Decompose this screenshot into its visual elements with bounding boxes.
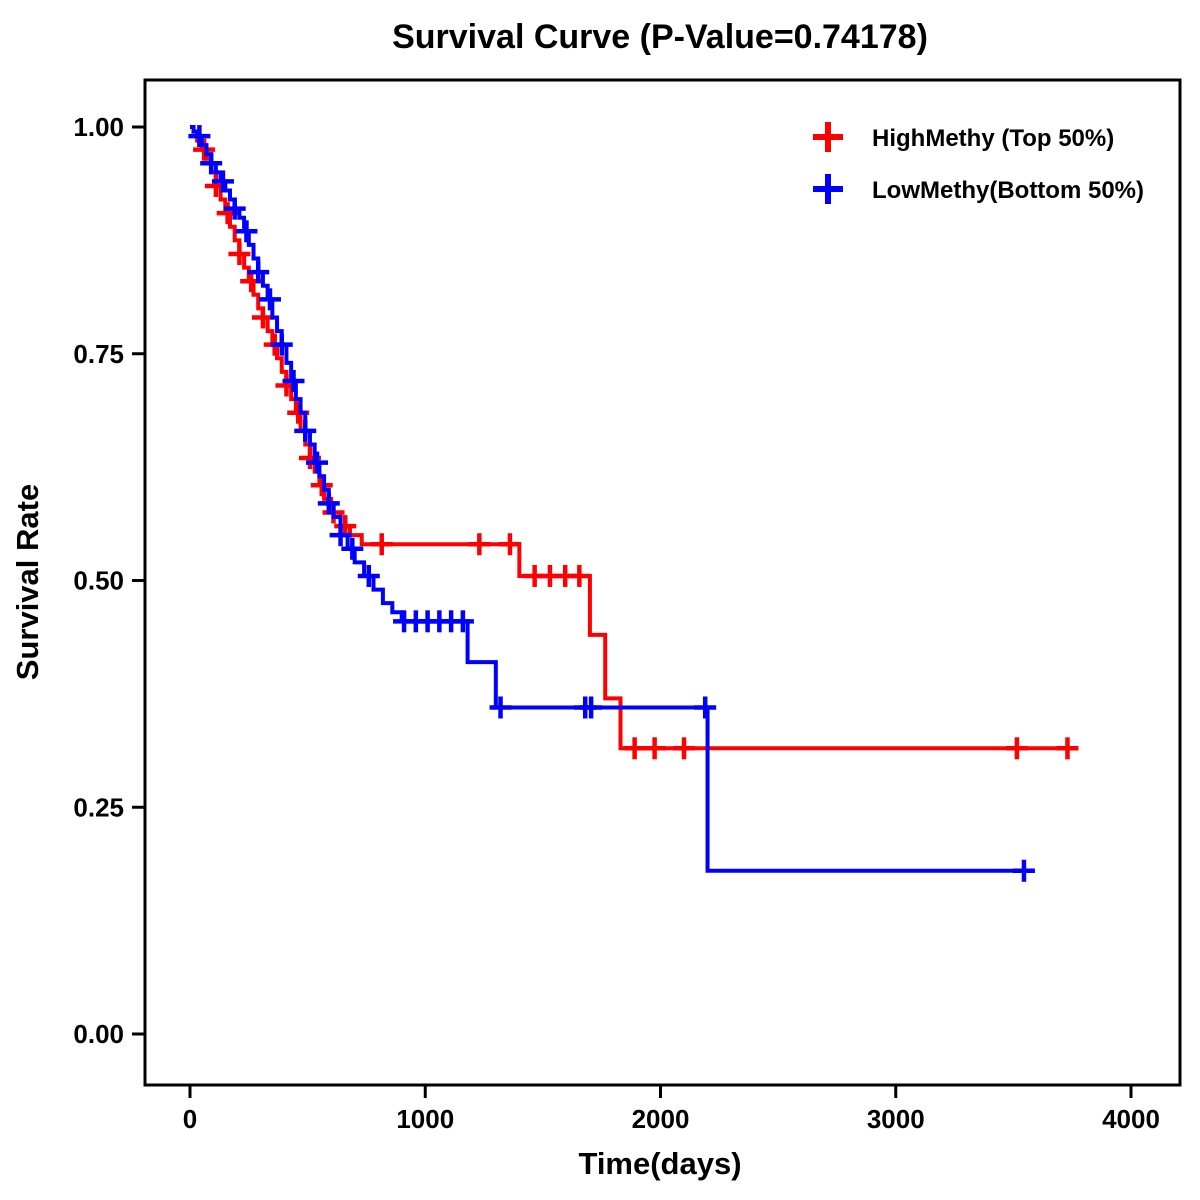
- x-tick-label: 1000: [396, 1104, 454, 1134]
- plot-frame: [143, 78, 1182, 1087]
- x-tick-label: 4000: [1102, 1104, 1160, 1134]
- x-tick-label: 3000: [867, 1104, 925, 1134]
- legend-label: LowMethy(Bottom 50%): [872, 177, 1144, 204]
- y-tick-label: 0.25: [73, 792, 124, 822]
- y-tick-label: 0.00: [73, 1019, 124, 1049]
- y-tick-label: 0.50: [73, 566, 124, 596]
- y-axis-label: Survival Rate: [10, 484, 45, 680]
- survival-curve-low-methy: [190, 125, 1026, 873]
- legend-label: HighMethy (Top 50%): [872, 125, 1114, 152]
- y-tick-label: 0.75: [73, 339, 124, 369]
- x-axis-label: Time(days): [578, 1146, 741, 1181]
- plot-layer: 0 1000 2000 3000 4000 0.00 0.25 0.50 0.75 1.00 Hig…: [73, 78, 1182, 1134]
- x-tick-label: 2000: [632, 1104, 690, 1134]
- x-tick-label: 0: [183, 1104, 197, 1134]
- y-tick-label: 1.00: [73, 112, 124, 142]
- survival-curve-high-methy: [190, 125, 1068, 751]
- chart-title: Survival Curve (P-Value=0.74178): [392, 18, 928, 56]
